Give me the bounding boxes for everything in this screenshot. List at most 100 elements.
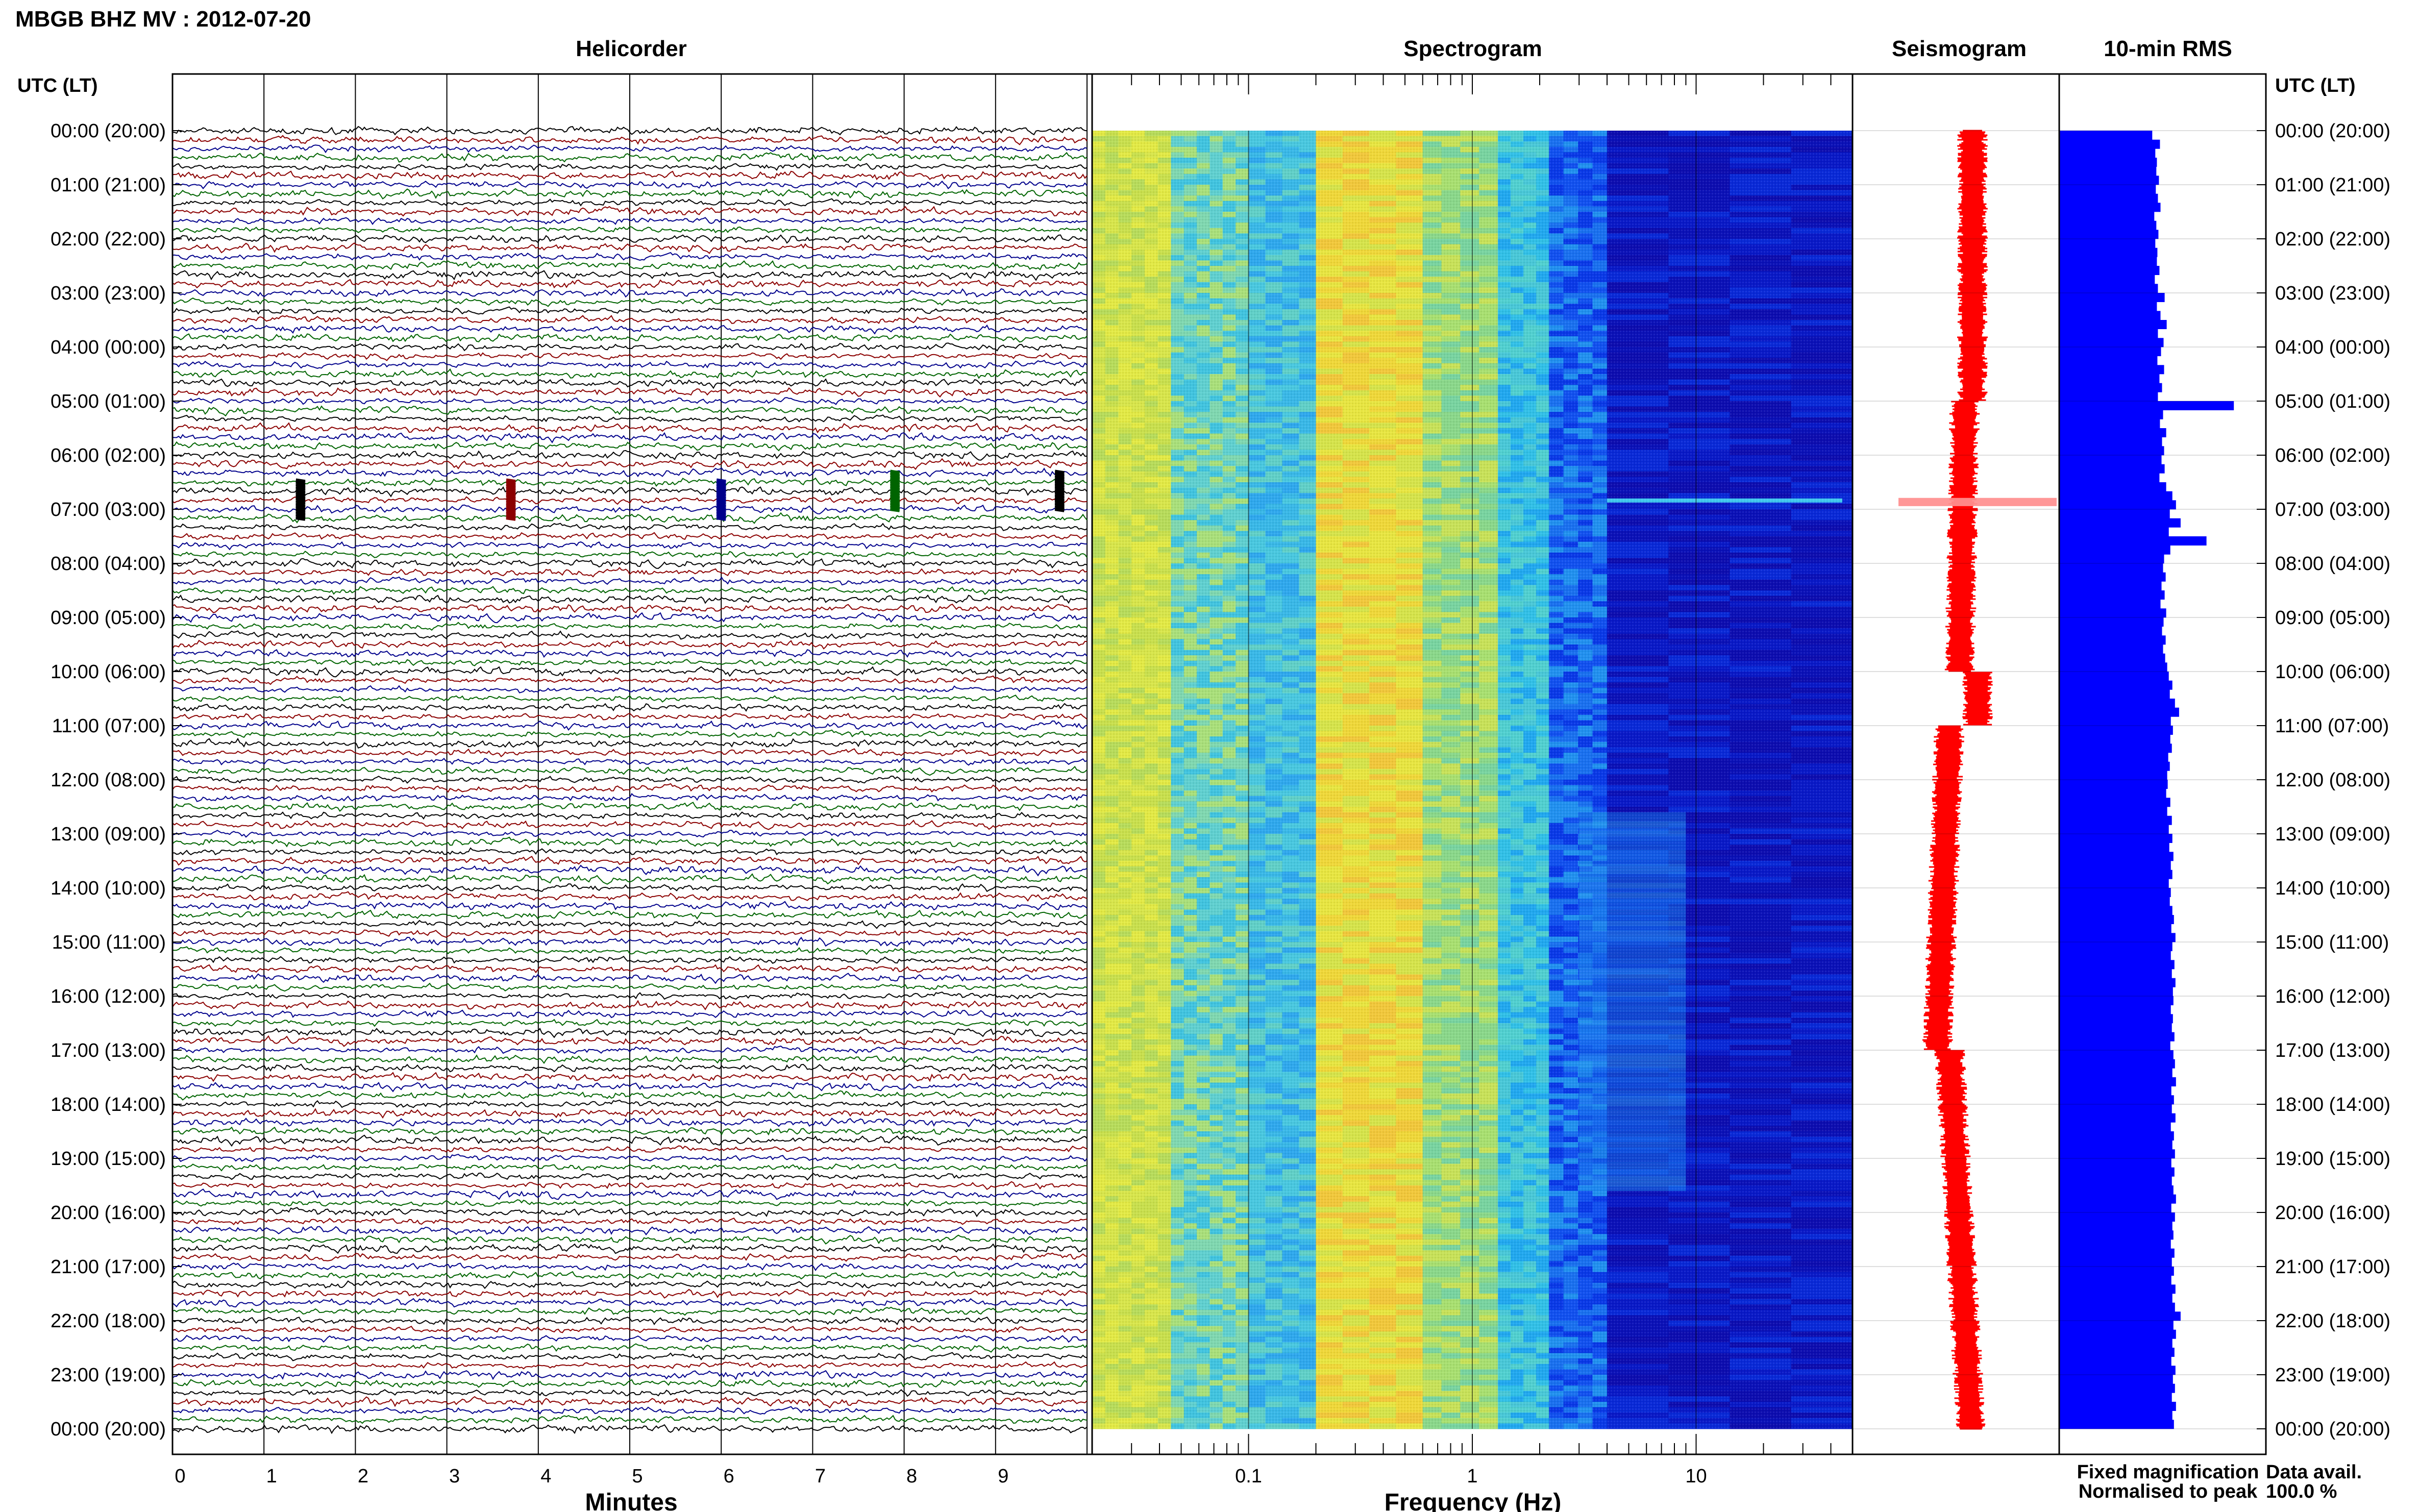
helicorder-trace <box>172 765 1088 776</box>
helicorder-trace <box>172 170 1088 181</box>
helicorder-trace <box>172 1126 1088 1136</box>
helicorder-trace <box>172 188 1088 201</box>
helicorder-trace <box>172 675 1088 685</box>
helicorder-trace <box>172 405 1088 417</box>
helicorder-trace <box>172 458 1088 470</box>
helicorder-trace <box>172 928 1088 938</box>
helicorder-event <box>1054 469 1065 512</box>
helicorder-trace <box>172 1090 1088 1101</box>
helicorder-trace <box>172 360 1088 369</box>
helicorder-trace <box>172 757 1088 766</box>
helicorder-trace <box>172 523 1088 531</box>
minutes-tick-label: 8 <box>906 1466 917 1487</box>
helicorder-trace <box>172 1343 1088 1353</box>
helicorder-trace <box>172 1262 1088 1271</box>
helicorder-trace <box>172 206 1088 217</box>
helicorder-trace <box>172 298 1088 307</box>
helicorder-trace <box>172 1027 1087 1038</box>
helicorder-trace <box>172 792 1088 802</box>
helicorder-trace <box>172 1009 1088 1019</box>
helicorder-trace <box>172 1325 1088 1333</box>
helicorder-trace <box>172 306 1088 315</box>
helicorder-trace <box>172 333 1088 343</box>
helicorder-trace <box>172 1415 1088 1424</box>
rms-title: 10-min RMS <box>2104 36 2232 61</box>
helicorder-trace <box>172 234 1088 244</box>
spectrogram-panel: 0.1 1 10 <box>1092 74 1853 1487</box>
helicorder-trace <box>172 135 1088 145</box>
minutes-tick-label: 4 <box>540 1466 551 1487</box>
minutes-tick-label: 1 <box>266 1466 277 1487</box>
helicorder-trace <box>172 1424 1088 1434</box>
helicorder-trace <box>172 836 1088 848</box>
helicorder-trace <box>172 270 1088 281</box>
helicorder-trace <box>172 639 1088 650</box>
helicorder-trace <box>172 883 1088 893</box>
helicorder-trace <box>172 541 1088 551</box>
helicorder-trace <box>172 712 1088 721</box>
right-time-axis-label: UTC (LT) <box>2275 75 2356 96</box>
helicorder-trace <box>172 873 1088 885</box>
helicorder-trace <box>172 1389 1088 1397</box>
helicorder-trace <box>172 1145 1088 1153</box>
helicorder-trace <box>172 630 1088 640</box>
helicorder-trace <box>172 477 1088 487</box>
helicorder-trace <box>172 685 1088 693</box>
helicorder-trace <box>172 126 1088 136</box>
helicorder-trace <box>172 441 1088 452</box>
helicorder-trace <box>172 198 1088 207</box>
helicorder-trace <box>172 1153 1088 1162</box>
helicorder-trace <box>172 532 1088 541</box>
helicorder-trace <box>172 775 1088 784</box>
helicorder-trace <box>172 1306 1088 1316</box>
helicorder-trace <box>172 217 1088 225</box>
helicorder-trace <box>172 242 1088 254</box>
helicorder-trace <box>172 1396 1088 1409</box>
helicorder-trace <box>172 279 1088 289</box>
helicorder-trace <box>172 1019 1088 1027</box>
helicorder-trace <box>172 1000 1088 1010</box>
helicorder-trace <box>172 1243 1088 1254</box>
helicorder-trace <box>172 551 1088 559</box>
helicorder-trace <box>172 1045 1088 1054</box>
helicorder-trace <box>172 1298 1088 1308</box>
helicorder-trace <box>172 152 1088 163</box>
helicorder-trace <box>172 260 1088 271</box>
helicorder-trace <box>172 586 1088 596</box>
helicorder-trace <box>172 720 1088 731</box>
helicorder-trace <box>172 594 1088 604</box>
helicorder-event <box>295 478 306 521</box>
helicorder-trace <box>172 946 1088 955</box>
helicorder-trace <box>172 324 1088 335</box>
minutes-tick-label: 7 <box>815 1466 826 1487</box>
helicorder-trace <box>172 342 1088 352</box>
helicorder-trace <box>172 504 1088 514</box>
helicorder-trace <box>172 1188 1088 1200</box>
helicorder-trace <box>172 512 1088 524</box>
helicorder-trace <box>172 891 1088 902</box>
helicorder-event <box>890 469 900 512</box>
helicorder-trace <box>172 1054 1088 1064</box>
helicorder-trace <box>172 703 1088 712</box>
helicorder-trace <box>172 603 1088 614</box>
helicorder-trace <box>172 1288 1088 1299</box>
helicorder-trace <box>172 864 1088 877</box>
helicorder-trace <box>172 900 1088 911</box>
seismogram-title: Seismogram <box>1892 36 2027 61</box>
helicorder-trace <box>172 936 1088 947</box>
helicorder-trace <box>172 1207 1088 1218</box>
helicorder-trace <box>172 649 1088 658</box>
helicorder-trace <box>172 982 1088 992</box>
helicorder-trace <box>172 909 1088 920</box>
helicorder-trace <box>172 1134 1088 1147</box>
helicorder-trace <box>172 847 1088 856</box>
helicorder-trace <box>172 1081 1088 1093</box>
helicorder-trace <box>172 964 1088 974</box>
helicorder-trace <box>172 1099 1088 1108</box>
helicorder-trace <box>172 558 1088 569</box>
helicorder-trace <box>172 1172 1088 1181</box>
helicorder-trace <box>172 226 1088 234</box>
helicorder-trace <box>172 1361 1088 1370</box>
